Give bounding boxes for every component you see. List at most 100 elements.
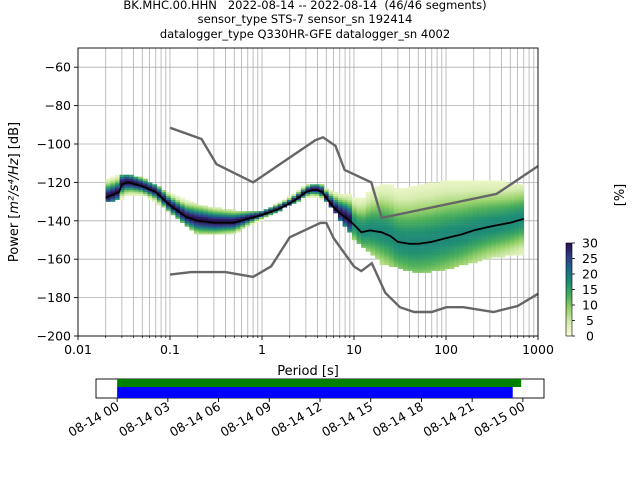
heatmap-cell	[384, 201, 390, 204]
heatmap-cell	[449, 195, 455, 198]
heatmap-cell	[514, 224, 520, 227]
heatmap-cell	[361, 238, 367, 241]
heatmap-cell	[514, 195, 520, 198]
heatmap-cell	[365, 201, 371, 204]
heatmap-cell	[514, 213, 520, 216]
heatmap-cell	[389, 241, 394, 245]
heatmap-cell	[351, 211, 357, 214]
heatmap-cell	[105, 197, 111, 200]
heatmap-cell	[342, 224, 348, 227]
heatmap-cell	[426, 211, 432, 214]
heatmap-cell	[412, 251, 418, 254]
heatmap-cell	[454, 226, 460, 229]
heatmap-cell	[472, 209, 478, 212]
heatmap-cell	[370, 197, 376, 200]
heatmap-cell	[416, 190, 422, 193]
heatmap-cell	[481, 224, 487, 227]
heatmap-cell	[314, 192, 320, 195]
heatmap-cell	[402, 220, 408, 223]
heatmap-cell	[435, 247, 441, 250]
heatmap-cell	[421, 222, 427, 225]
heatmap-cell	[379, 228, 385, 231]
heatmap-cell	[114, 193, 120, 197]
heatmap-cell	[189, 205, 195, 208]
heatmap-cell	[468, 207, 473, 210]
heatmap-cell	[365, 241, 371, 245]
heatmap-cell	[463, 211, 469, 214]
heatmap-cell	[212, 230, 218, 233]
heatmap-cell	[426, 266, 432, 269]
heatmap-cell	[444, 216, 450, 220]
heatmap-cell	[463, 236, 469, 239]
heatmap-cell	[193, 205, 199, 208]
heatmap-cell	[472, 257, 478, 260]
heatmap-cell	[351, 209, 357, 212]
heatmap-cell	[156, 188, 162, 191]
heatmap-cell	[416, 263, 422, 266]
heatmap-cell	[468, 220, 473, 223]
x-tick-label: 1	[258, 342, 266, 357]
heatmap-cell	[217, 230, 223, 233]
heatmap-cell	[463, 224, 469, 227]
heatmap-cell	[170, 195, 176, 198]
heatmap-cell	[235, 228, 241, 231]
heatmap-cell	[393, 199, 399, 202]
heatmap-cell	[495, 238, 501, 241]
heatmap-cell	[412, 226, 418, 229]
heatmap-cell	[495, 220, 501, 223]
heatmap-cell	[449, 222, 455, 225]
heatmap-cell	[226, 230, 232, 233]
heatmap-cell	[235, 218, 241, 221]
heatmap-cell	[509, 224, 515, 227]
heatmap-cell	[356, 238, 362, 241]
x-tick-label: 100	[434, 342, 458, 357]
heatmap-cell	[384, 243, 390, 246]
heatmap-cell	[416, 199, 422, 202]
heatmap-cell	[500, 192, 506, 195]
heatmap-cell	[449, 232, 455, 235]
heatmap-cell	[398, 209, 404, 212]
heatmap-cell	[402, 216, 408, 220]
heatmap-cell	[198, 218, 204, 221]
heatmap-cell	[412, 230, 418, 233]
heatmap-cell	[314, 184, 320, 187]
heatmap-cell	[444, 224, 450, 227]
heatmap-cell	[412, 261, 418, 264]
heatmap-cell	[389, 218, 394, 221]
heatmap-cell	[472, 216, 478, 220]
heatmap-cell	[416, 211, 422, 214]
heatmap-cell	[212, 213, 218, 216]
heatmap-cell	[379, 234, 385, 237]
heatmap-cell	[440, 263, 446, 266]
heatmap-cell	[347, 222, 353, 225]
heatmap-cell	[440, 186, 446, 189]
heatmap-cell	[519, 186, 525, 189]
heatmap-cell	[342, 195, 348, 198]
heatmap-cell	[407, 251, 413, 254]
heatmap-cell	[365, 205, 371, 208]
mode-curve	[105, 181, 524, 245]
heatmap-cell	[505, 241, 511, 245]
heatmap-cell	[226, 209, 232, 212]
heatmap-cell	[351, 199, 357, 202]
heatmap-cell	[184, 205, 190, 208]
heatmap-cell	[221, 213, 227, 216]
heatmap-cell	[477, 226, 483, 229]
heatmap-cell	[454, 263, 460, 266]
heatmap-cell	[356, 203, 362, 206]
heatmap-cell	[454, 253, 460, 256]
heatmap-cell	[481, 241, 487, 245]
heatmap-cell	[416, 247, 422, 250]
heatmap-cell	[440, 192, 446, 195]
heatmap-cell	[519, 236, 525, 239]
heatmap-cell	[509, 205, 515, 208]
heatmap-cell	[389, 243, 394, 246]
heatmap-cell	[449, 263, 455, 266]
heatmap-cell	[454, 207, 460, 210]
heatmap-cell	[361, 201, 367, 204]
heatmap-cell	[495, 228, 501, 231]
heatmap-cell	[426, 224, 432, 227]
heatmap-cell	[449, 203, 455, 206]
heatmap-cell	[147, 184, 153, 187]
heatmap-cell	[393, 192, 399, 195]
